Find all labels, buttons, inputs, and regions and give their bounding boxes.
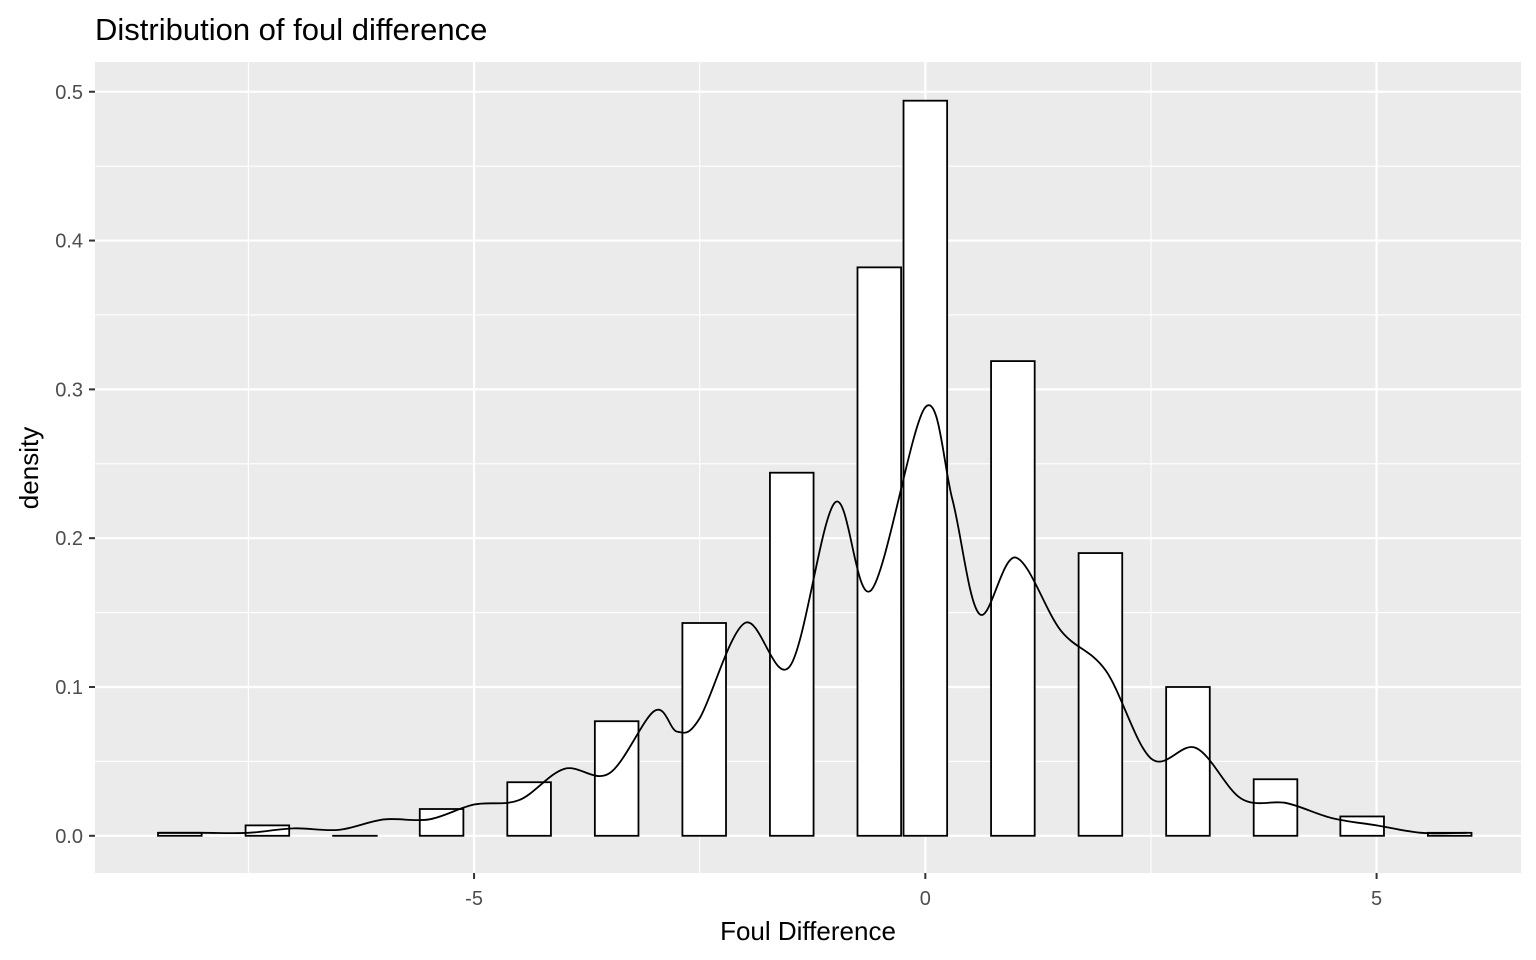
y-tick-label-2: 0.2 bbox=[55, 528, 83, 550]
histogram-bar-10 bbox=[990, 360, 1036, 837]
y-tick-label-1: 0.1 bbox=[55, 677, 83, 699]
y-axis-title: density bbox=[14, 427, 44, 509]
histogram-bar-6 bbox=[681, 622, 727, 837]
y-tick-label-0: 0.0 bbox=[55, 826, 83, 848]
histogram-bar-3 bbox=[418, 808, 465, 837]
x-tick-label-0: -5 bbox=[465, 888, 483, 910]
histogram-bar-11 bbox=[1077, 552, 1124, 837]
histogram-bar-12 bbox=[1165, 686, 1211, 837]
histogram-bar-13 bbox=[1252, 778, 1299, 837]
y-tick-label-4: 0.4 bbox=[55, 231, 83, 253]
y-tick-label-3: 0.3 bbox=[55, 379, 83, 401]
histogram-bar-7 bbox=[769, 471, 815, 837]
histogram-bar-5 bbox=[593, 720, 640, 837]
x-axis-ticks: -5 0 5 bbox=[465, 873, 1382, 910]
chart-title: Distribution of foul difference bbox=[95, 12, 487, 47]
histogram-bar-9 bbox=[902, 99, 949, 837]
histogram-bars bbox=[157, 99, 1473, 837]
y-axis-ticks: 0.0 0.1 0.2 0.3 0.4 0.5 bbox=[55, 82, 95, 848]
x-axis-title: Foul Difference bbox=[720, 916, 896, 946]
x-tick-label-2: 5 bbox=[1371, 888, 1382, 910]
x-tick-label-1: 0 bbox=[920, 888, 931, 910]
histogram-bar-8 bbox=[856, 266, 903, 837]
density-curve bbox=[158, 404, 1467, 835]
y-tick-label-5: 0.5 bbox=[55, 82, 83, 104]
histogram-bar-4 bbox=[506, 781, 552, 837]
